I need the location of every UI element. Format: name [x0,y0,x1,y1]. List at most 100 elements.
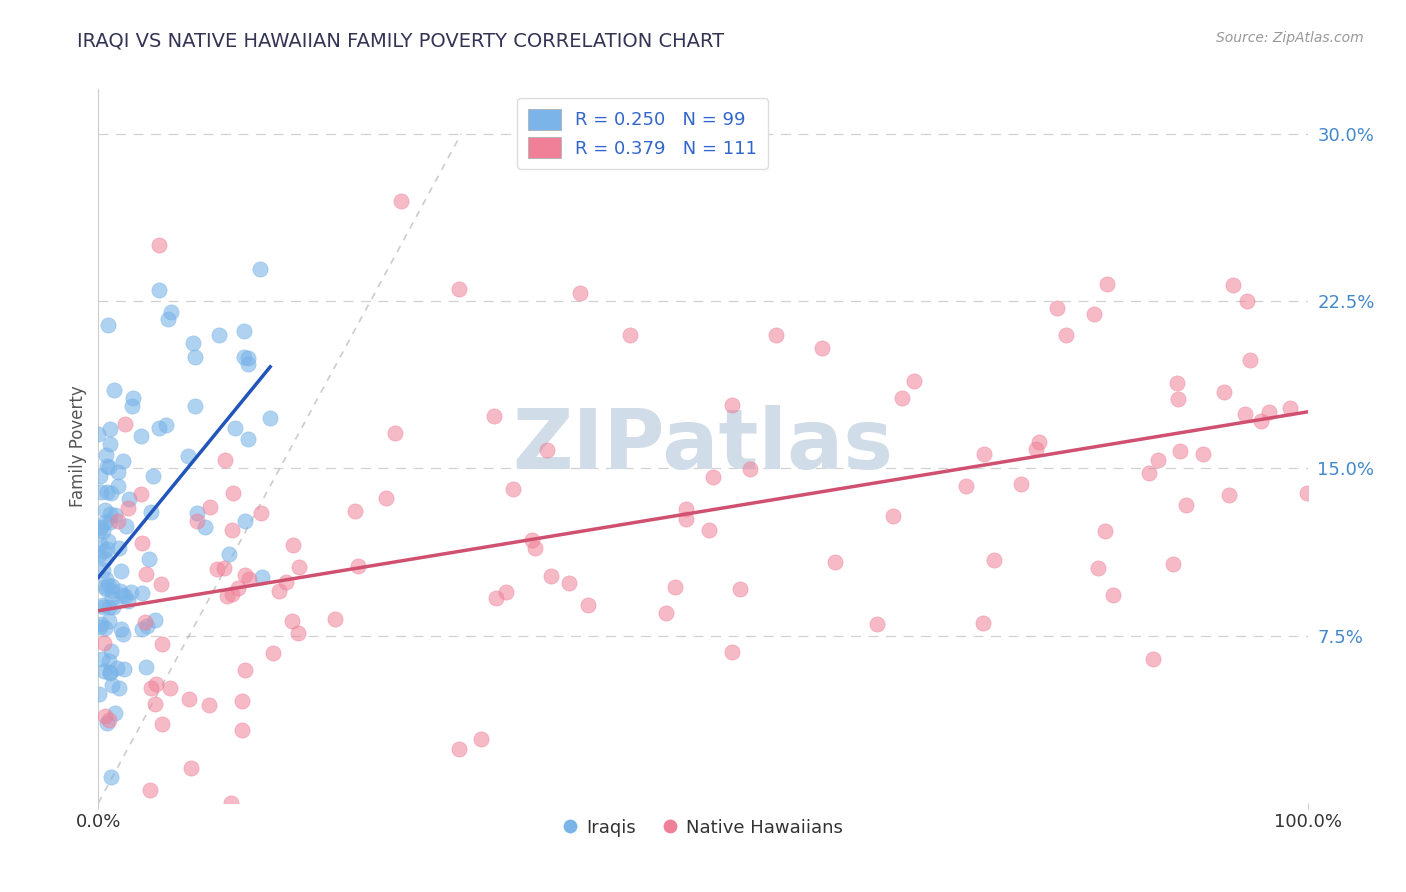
Point [110,622,132,636]
Point [96,458,118,473]
Point [136,618,159,632]
Point [1250,414,1272,428]
Point [236,432,259,446]
Point [389,194,412,208]
Point [1054,327,1077,342]
Point [107,465,129,479]
Point [233,663,256,677]
Point [148,283,170,297]
Point [1168,443,1191,458]
Point [866,617,889,632]
Point [108,584,131,599]
Point [224,421,246,435]
Point [100,665,122,679]
Point [89,687,111,701]
Point [131,429,153,443]
Point [186,514,208,528]
Point [983,553,1005,567]
Point [101,678,124,692]
Point [447,282,470,296]
Point [208,327,231,342]
Point [262,646,284,660]
Point [347,559,370,574]
Point [101,579,124,593]
Point [111,588,134,602]
Point [115,519,138,533]
Point [186,506,208,520]
Point [120,585,142,599]
Point [177,449,200,463]
Point [664,580,686,594]
Point [1083,307,1105,321]
Point [89,521,111,535]
Point [93,544,115,558]
Point [449,742,471,756]
Point [155,417,177,432]
Point [98,507,121,521]
Point [238,351,260,366]
Point [108,541,131,555]
Point [98,713,121,727]
Point [221,796,243,810]
Point [375,491,398,505]
Point [1218,488,1240,502]
Point [97,533,120,548]
Point [343,504,366,518]
Point [131,586,153,600]
Point [107,514,129,528]
Point [105,661,128,675]
Point [228,582,250,596]
Point [323,612,346,626]
Point [96,485,118,500]
Point [108,681,131,695]
Point [139,681,162,695]
Point [96,582,118,596]
Point [200,500,222,515]
Point [250,506,273,520]
Text: IRAQI VS NATIVE HAWAIIAN FAMILY POVERTY CORRELATION CHART: IRAQI VS NATIVE HAWAIIAN FAMILY POVERTY … [77,31,724,50]
Point [1137,467,1160,481]
Point [502,483,524,497]
Point [87,548,110,562]
Point [150,577,173,591]
Point [107,479,129,493]
Point [90,484,112,499]
Point [720,398,742,412]
Point [740,462,762,476]
Point [131,622,153,636]
Point [540,569,562,583]
Point [702,469,724,483]
Point [536,442,558,457]
Point [236,357,259,371]
Point [287,626,309,640]
Point [156,312,179,326]
Point [728,582,751,597]
Point [143,613,166,627]
Text: Source: ZipAtlas.com: Source: ZipAtlas.com [1216,31,1364,45]
Y-axis label: Family Poverty: Family Poverty [69,385,87,507]
Point [1147,453,1170,467]
Point [94,448,117,462]
Point [619,327,641,342]
Point [101,584,124,599]
Point [212,560,235,574]
Point [91,524,114,538]
Point [249,262,271,277]
Point [98,515,121,529]
Point [569,286,592,301]
Point [87,427,110,442]
Point [1142,652,1164,666]
Point [114,417,136,431]
Point [150,717,173,731]
Point [214,453,236,467]
Point [485,591,508,605]
Point [180,761,202,775]
Point [972,616,994,631]
Point [194,520,217,534]
Point [98,422,121,436]
Point [578,598,600,612]
Point [276,575,298,590]
Point [1046,301,1069,316]
Point [233,567,256,582]
Point [104,508,127,523]
